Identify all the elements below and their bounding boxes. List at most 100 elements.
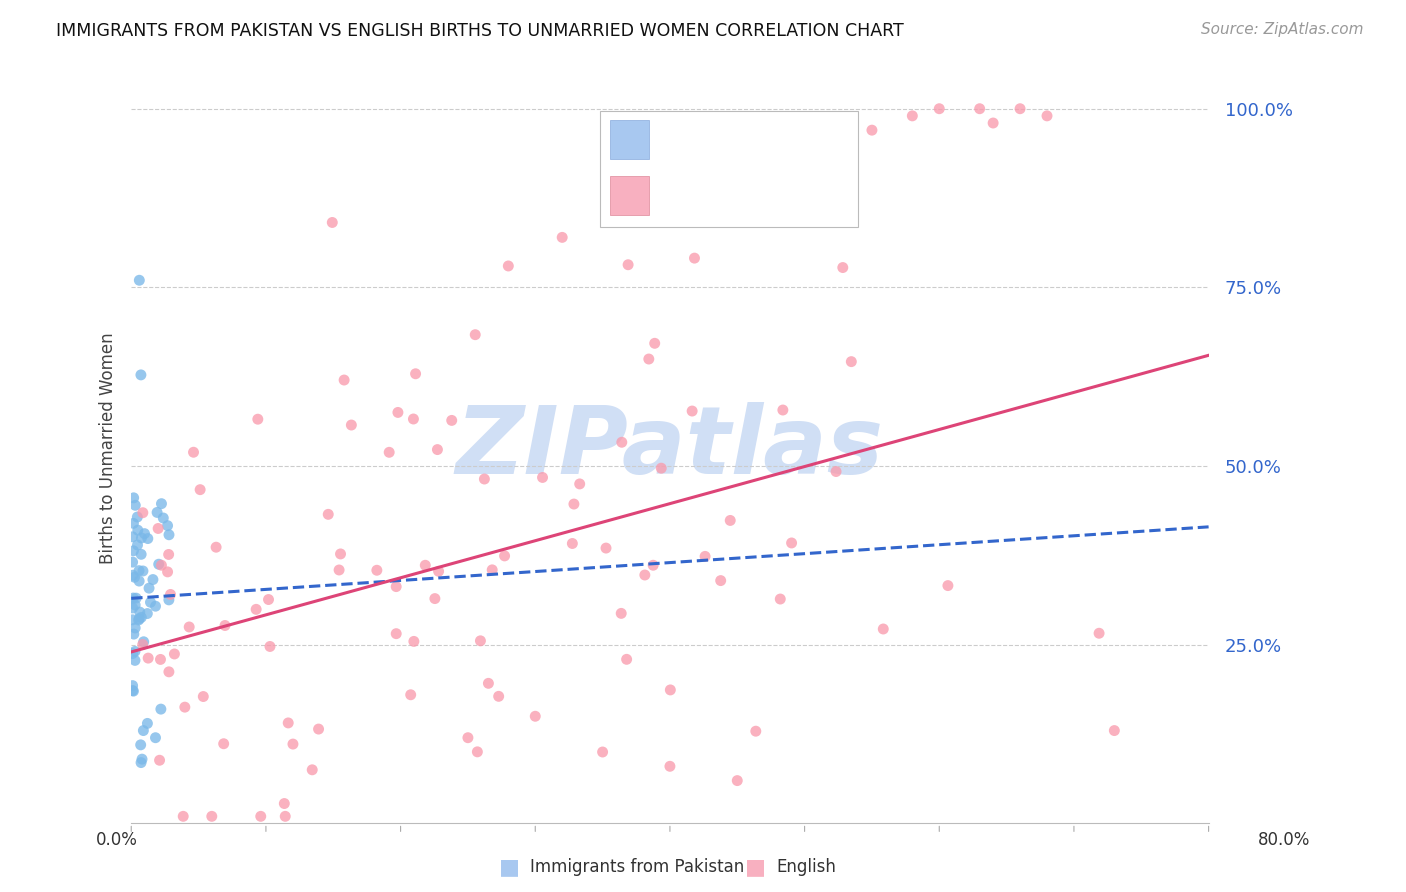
Point (124, 653, 146, 667)
Point (156, 518, 179, 533)
Point (595, 541, 617, 555)
Point (124, 644, 146, 658)
Point (274, 809, 297, 823)
Point (592, 745, 614, 759)
Point (385, 626, 408, 640)
Point (470, 633, 492, 648)
Point (156, 565, 179, 579)
Point (136, 532, 159, 546)
Point (149, 702, 172, 716)
Point (136, 607, 159, 621)
Point (273, 797, 295, 811)
Point (427, 564, 450, 578)
Point (488, 690, 510, 704)
Point (426, 442, 449, 457)
Point (333, 373, 356, 387)
Point (134, 526, 156, 541)
Point (212, 737, 235, 751)
Point (157, 548, 180, 562)
Point (127, 510, 149, 524)
Point (413, 558, 436, 573)
Point (121, 679, 143, 693)
Point (860, 123, 883, 137)
Point (936, 578, 959, 592)
Point (163, 647, 186, 661)
Point (440, 413, 463, 427)
Point (146, 505, 169, 519)
Point (193, 690, 215, 704)
Point (150, 497, 173, 511)
Point (658, 759, 681, 773)
Point (561, 536, 583, 550)
Point (183, 445, 205, 459)
Text: Immigrants from Pakistan: Immigrants from Pakistan (530, 858, 744, 876)
Point (245, 602, 267, 616)
Point (136, 651, 159, 665)
Point (562, 497, 585, 511)
Point (146, 521, 169, 535)
Point (129, 738, 152, 752)
Point (659, 682, 682, 697)
Point (149, 652, 172, 666)
Point (494, 549, 516, 563)
Point (831, 260, 853, 275)
Point (128, 605, 150, 619)
Point (257, 592, 280, 607)
Point (132, 723, 155, 738)
Point (121, 555, 143, 569)
Point (128, 574, 150, 588)
Point (122, 684, 145, 698)
Text: Source: ZipAtlas.com: Source: ZipAtlas.com (1201, 22, 1364, 37)
Point (131, 610, 153, 624)
Point (551, 230, 574, 244)
Point (399, 688, 422, 702)
Text: ZIPatlas: ZIPatlas (456, 402, 884, 494)
Point (328, 563, 350, 577)
Point (872, 622, 894, 636)
Point (122, 543, 145, 558)
Point (524, 709, 547, 723)
Point (127, 523, 149, 537)
Point (402, 634, 425, 648)
Text: ■: ■ (499, 857, 520, 877)
Point (128, 273, 150, 287)
Point (214, 618, 236, 632)
Point (249, 809, 271, 823)
Point (531, 470, 554, 484)
Point (301, 763, 323, 777)
Point (132, 506, 155, 520)
Point (683, 251, 706, 265)
Point (617, 258, 640, 272)
Point (825, 465, 848, 479)
Point (464, 327, 486, 342)
Point (839, 354, 862, 368)
Point (340, 417, 363, 432)
Point (121, 647, 143, 661)
Point (131, 531, 153, 545)
Text: 0.0%: 0.0% (96, 831, 138, 849)
Point (568, 477, 591, 491)
Point (928, 102, 950, 116)
Text: ■: ■ (745, 857, 766, 877)
Point (616, 652, 638, 666)
Point (610, 607, 633, 621)
Point (637, 352, 659, 367)
Point (277, 715, 299, 730)
Point (780, 536, 803, 550)
Point (201, 809, 224, 823)
Text: IMMIGRANTS FROM PAKISTAN VS ENGLISH BIRTHS TO UNMARRIED WOMEN CORRELATION CHART: IMMIGRANTS FROM PAKISTAN VS ENGLISH BIRT… (56, 22, 904, 40)
Point (745, 724, 768, 739)
Point (402, 412, 425, 426)
Point (122, 591, 145, 605)
Point (131, 752, 153, 766)
Point (686, 202, 709, 216)
Point (132, 638, 155, 652)
Text: 80.0%: 80.0% (1258, 831, 1310, 849)
Point (969, 102, 991, 116)
Point (172, 809, 194, 823)
Point (157, 665, 180, 679)
Point (138, 581, 160, 595)
Point (152, 511, 174, 525)
Point (718, 513, 741, 527)
Text: English: English (776, 858, 837, 876)
